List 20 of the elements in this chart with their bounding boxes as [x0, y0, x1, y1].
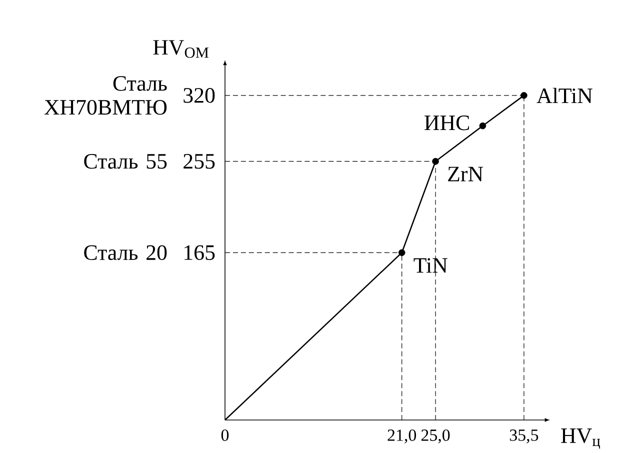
point [520, 92, 528, 99]
annotation: AlTiN [536, 88, 592, 104]
annotation: TiN [414, 258, 448, 273]
point [398, 249, 406, 256]
ref-line-label: Сталь 20 [84, 245, 167, 260]
ref-line-label: Сталь ХН70ВМТЮ [44, 76, 167, 115]
x-tick-label: 25,0 [421, 430, 450, 444]
y-tick-label: 255 [184, 154, 215, 169]
x-tick-label: 21,0 [388, 430, 416, 444]
y-tick-label: 165 [184, 245, 215, 260]
ref-line-label: Сталь 55 [84, 154, 167, 169]
x-axis-title: HV$_{ц}$ [561, 428, 600, 449]
x-tick-label: 0 [221, 430, 229, 441]
annotation: ИНС [424, 115, 469, 130]
annotation: ZrN [448, 166, 484, 182]
y-axis-title: HV$_{ОМ}$ [153, 40, 209, 58]
x-tick-label: 35,5 [510, 430, 538, 444]
point [432, 158, 439, 165]
y-tick-label: 320 [184, 88, 215, 103]
point [479, 122, 486, 130]
